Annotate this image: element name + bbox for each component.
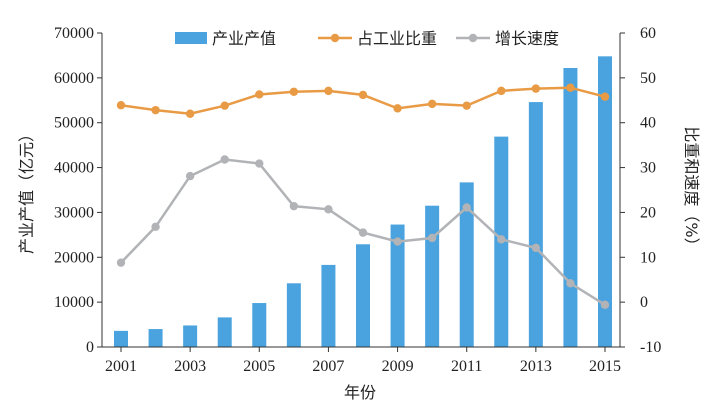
bar-2008 bbox=[356, 244, 370, 347]
x-tick-label: 2003 bbox=[174, 358, 206, 375]
bar-2009 bbox=[390, 224, 405, 347]
y-left-tick-label: 50000 bbox=[54, 115, 94, 132]
y-axis-left-label: 产业产值（亿元） bbox=[17, 126, 36, 254]
point-2-2006 bbox=[289, 201, 299, 211]
point-2-2005 bbox=[255, 159, 264, 168]
bar-2010 bbox=[425, 205, 440, 347]
y-left-tick-label: 60000 bbox=[54, 70, 94, 87]
x-tick-label: 2005 bbox=[243, 358, 275, 375]
legend-swatch-bar bbox=[175, 32, 207, 44]
x-axis-label: 年份 bbox=[344, 383, 376, 402]
y-right-tick-label: 50 bbox=[640, 70, 656, 87]
point-1-2004 bbox=[220, 101, 229, 110]
point-1-2003 bbox=[185, 109, 195, 118]
x-axis-ticks: 2001 2003 2005 2007 2009 2011 2013 2015 bbox=[105, 347, 621, 375]
x-tick-label: 2007 bbox=[312, 358, 344, 375]
y-left-tick-label: 0 bbox=[86, 339, 94, 356]
y-right-tick-label: 20 bbox=[640, 204, 656, 221]
point-2-2001 bbox=[116, 258, 126, 267]
y-left-tick-label: 20000 bbox=[54, 249, 94, 266]
x-tick-label: 2001 bbox=[105, 358, 137, 375]
bar-2013 bbox=[528, 102, 543, 347]
y-right-tick-label: -10 bbox=[640, 339, 661, 356]
y-left-tick-label: 70000 bbox=[54, 25, 94, 42]
point-1-2015 bbox=[600, 92, 610, 101]
legend: 产业产值 占工业比重 增长速度 bbox=[175, 29, 559, 48]
point-1-2012 bbox=[497, 86, 506, 96]
point-1-2009 bbox=[393, 104, 402, 113]
bar-2014 bbox=[563, 67, 578, 347]
bar-2011 bbox=[459, 182, 474, 347]
x-tick-label: 2011 bbox=[451, 358, 482, 375]
left-axis-ticks: 0 10000 20000 30000 40000 50000 60000 70000 bbox=[54, 25, 102, 356]
point-2-2015 bbox=[600, 300, 610, 310]
y-right-tick-label: 40 bbox=[640, 115, 656, 132]
point-1-2006 bbox=[289, 87, 299, 96]
bar-2006 bbox=[286, 283, 301, 347]
bar-2005 bbox=[252, 303, 267, 347]
point-1-2001 bbox=[116, 101, 126, 110]
point-1-2005 bbox=[255, 90, 264, 99]
point-2-2007 bbox=[324, 205, 333, 214]
legend-marker-line-1 bbox=[330, 33, 340, 43]
x-tick-label: 2015 bbox=[589, 358, 621, 375]
y-right-tick-label: 30 bbox=[640, 160, 656, 177]
point-2-2013 bbox=[531, 243, 541, 253]
point-2-2010 bbox=[427, 233, 437, 243]
x-tick-label: 2013 bbox=[520, 358, 552, 375]
bar-2004 bbox=[217, 317, 232, 347]
y-left-tick-label: 40000 bbox=[54, 160, 94, 177]
point-2-2002 bbox=[151, 222, 160, 231]
line-series bbox=[116, 83, 610, 310]
point-1-2007 bbox=[324, 86, 333, 96]
point-1-2010 bbox=[427, 99, 437, 109]
point-1-2008 bbox=[358, 90, 368, 100]
bar-2003 bbox=[183, 325, 198, 347]
legend-label-line-2: 增长速度 bbox=[495, 29, 559, 48]
point-2-2004 bbox=[220, 155, 229, 164]
legend-label-bar: 产业产值 bbox=[212, 29, 276, 48]
bar-2015 bbox=[598, 56, 612, 347]
point-2-2012 bbox=[497, 235, 506, 244]
point-1-2014 bbox=[566, 83, 575, 92]
point-2-2009 bbox=[393, 237, 402, 246]
point-1-2002 bbox=[151, 105, 160, 115]
axes bbox=[101, 33, 621, 348]
point-1-2013 bbox=[531, 84, 541, 93]
point-2-2014 bbox=[566, 279, 575, 288]
bar-2007 bbox=[321, 264, 336, 347]
y-right-tick-label: 60 bbox=[640, 25, 656, 42]
y-left-tick-label: 30000 bbox=[54, 204, 94, 221]
bar-2002 bbox=[148, 329, 163, 347]
bar-series bbox=[114, 56, 612, 347]
bar-2001 bbox=[114, 330, 128, 347]
y-axis-right-label: 比重和速度（%） bbox=[682, 126, 701, 253]
point-1-2011 bbox=[462, 101, 471, 110]
legend-marker-line-2 bbox=[468, 33, 478, 43]
point-2-2003 bbox=[185, 171, 195, 181]
legend-label-line-1: 占工业比重 bbox=[357, 29, 437, 48]
right-axis-ticks: -10 0 10 20 30 40 50 60 bbox=[620, 25, 661, 356]
y-right-tick-label: 10 bbox=[640, 249, 656, 266]
y-left-tick-label: 10000 bbox=[54, 294, 94, 311]
y-right-tick-label: 0 bbox=[640, 294, 648, 311]
x-tick-label: 2009 bbox=[382, 358, 414, 375]
point-2-2011 bbox=[462, 203, 471, 212]
point-2-2008 bbox=[358, 228, 368, 237]
